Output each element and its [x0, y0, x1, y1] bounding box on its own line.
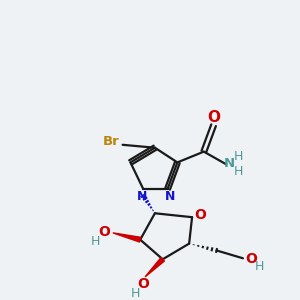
Text: H: H [233, 150, 243, 163]
Text: O: O [245, 252, 257, 266]
Text: N: N [224, 157, 235, 170]
Text: O: O [98, 225, 110, 239]
Text: Br: Br [103, 135, 119, 148]
Polygon shape [113, 233, 141, 242]
Text: H: H [255, 260, 264, 273]
Text: O: O [194, 208, 206, 222]
Text: H: H [91, 235, 100, 248]
Polygon shape [145, 257, 164, 277]
Text: O: O [207, 110, 220, 125]
Text: H: H [233, 165, 243, 178]
Text: N: N [165, 190, 176, 203]
Text: H: H [130, 287, 140, 300]
Text: N: N [137, 190, 147, 203]
Text: O: O [137, 277, 149, 291]
